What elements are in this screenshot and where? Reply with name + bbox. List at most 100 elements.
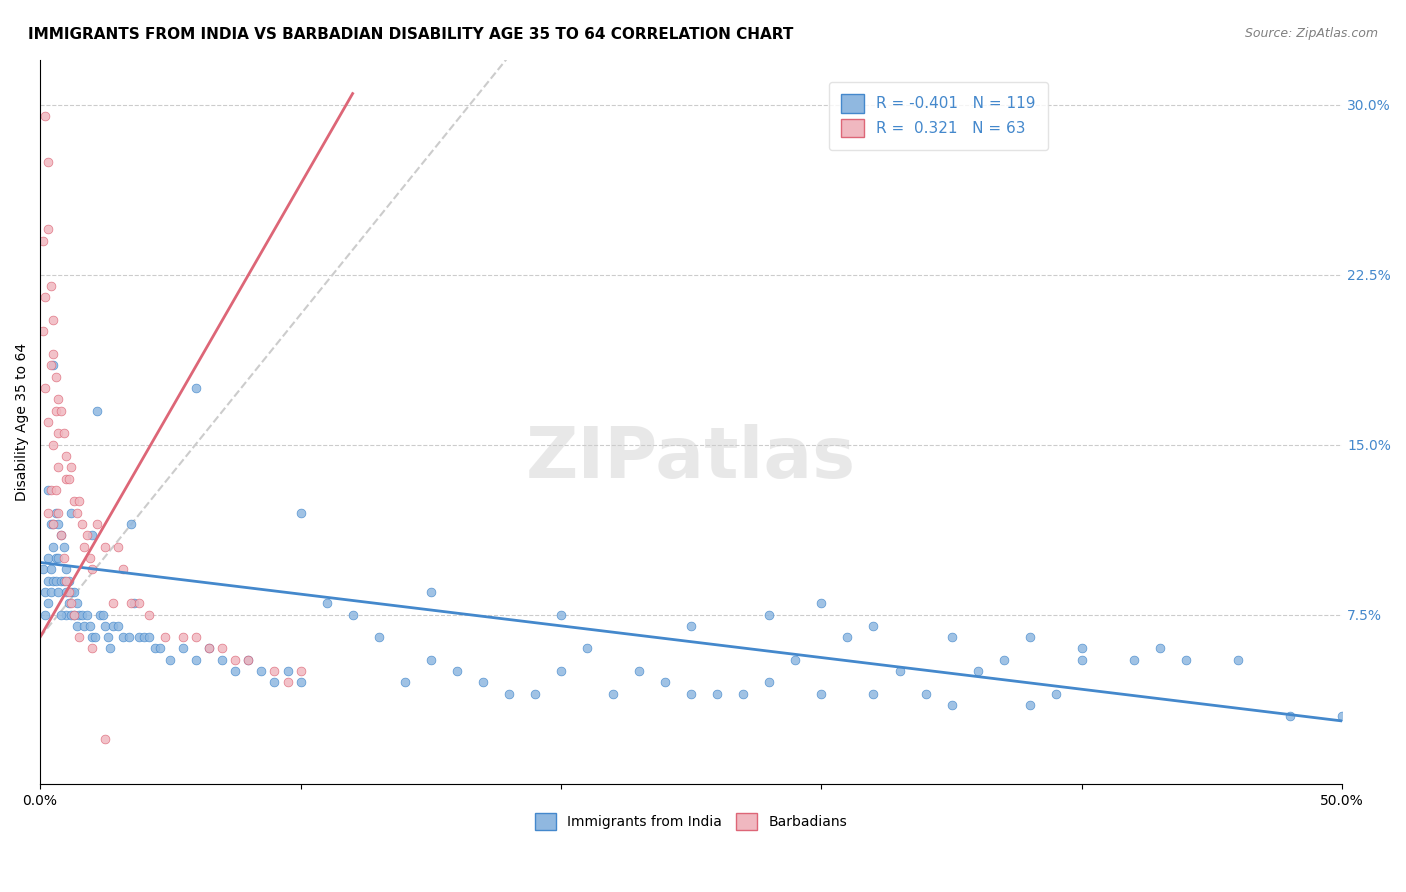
Point (101, 596, 124, 610)
Point (31, 325, 53, 339)
Point (394, 675, 416, 690)
Point (122, 596, 145, 610)
Point (67, 494, 90, 508)
Point (1227, 653, 1250, 667)
Point (134, 630, 156, 644)
Point (250, 664, 273, 678)
Point (42, 540, 65, 554)
Point (112, 630, 135, 644)
Point (31, 234, 53, 248)
Point (42, 359, 65, 373)
Point (46, 516, 69, 531)
Point (198, 641, 221, 656)
Point (42, 347, 65, 361)
Point (76, 607, 98, 622)
Point (602, 687, 624, 701)
Point (91, 607, 114, 622)
Point (107, 619, 129, 633)
Point (1018, 698, 1040, 712)
Point (172, 641, 194, 656)
Point (55, 574, 77, 588)
Point (79, 619, 101, 633)
Point (1070, 641, 1092, 656)
Point (153, 630, 176, 644)
Point (82, 562, 104, 576)
Point (60, 506, 83, 520)
Point (82, 630, 104, 644)
Point (55, 472, 77, 486)
Point (42, 313, 65, 327)
Point (681, 687, 703, 701)
Point (55, 562, 77, 576)
Point (39, 279, 62, 293)
Point (46, 460, 69, 475)
Point (211, 641, 233, 656)
Point (37, 483, 59, 497)
Point (810, 687, 832, 701)
Point (49, 574, 72, 588)
Point (143, 641, 166, 656)
Point (46, 550, 69, 565)
Point (55, 449, 77, 463)
Point (419, 585, 441, 599)
Point (238, 653, 260, 667)
Point (914, 687, 936, 701)
Point (45, 369, 67, 384)
Point (785, 653, 807, 667)
Point (42, 516, 65, 531)
Point (31, 562, 53, 576)
Point (89, 607, 111, 622)
Point (58, 585, 80, 599)
Point (120, 596, 142, 610)
Legend: Immigrants from India, Barbadians: Immigrants from India, Barbadians (530, 807, 852, 836)
Point (706, 687, 728, 701)
Point (211, 653, 233, 667)
Point (186, 381, 208, 395)
Point (82, 641, 104, 656)
Point (60, 585, 83, 599)
Point (159, 653, 181, 667)
Point (112, 562, 135, 576)
Point (100, 641, 122, 656)
Point (628, 664, 651, 678)
Point (37, 415, 59, 429)
Point (1279, 709, 1302, 723)
Point (60, 460, 83, 475)
Point (58, 472, 80, 486)
Point (39, 483, 62, 497)
Point (52, 550, 75, 565)
Point (681, 619, 703, 633)
Point (42, 437, 65, 451)
Point (37, 596, 59, 610)
Point (45, 574, 67, 588)
Point (276, 675, 298, 690)
Point (224, 664, 246, 678)
Point (128, 596, 150, 610)
Point (65, 506, 87, 520)
Point (186, 653, 208, 667)
Point (367, 630, 389, 644)
Point (862, 687, 884, 701)
Point (471, 675, 494, 690)
Point (55, 607, 77, 622)
Point (837, 630, 859, 644)
Point (941, 698, 963, 712)
Point (63, 607, 86, 622)
Point (37, 574, 59, 588)
Point (67, 607, 90, 622)
Text: Source: ZipAtlas.com: Source: ZipAtlas.com (1244, 27, 1378, 40)
Text: IMMIGRANTS FROM INDIA VS BARBADIAN DISABILITY AGE 35 TO 64 CORRELATION CHART: IMMIGRANTS FROM INDIA VS BARBADIAN DISAB… (28, 27, 793, 42)
Point (97, 630, 120, 644)
Point (37, 222, 59, 236)
Point (34, 607, 56, 622)
Point (523, 687, 546, 701)
Point (42, 516, 65, 531)
Point (34, 381, 56, 395)
Point (238, 653, 260, 667)
Point (94, 540, 117, 554)
Point (46, 392, 69, 407)
Point (1045, 687, 1067, 701)
Point (34, 109, 56, 123)
Point (120, 516, 142, 531)
Point (1149, 641, 1171, 656)
